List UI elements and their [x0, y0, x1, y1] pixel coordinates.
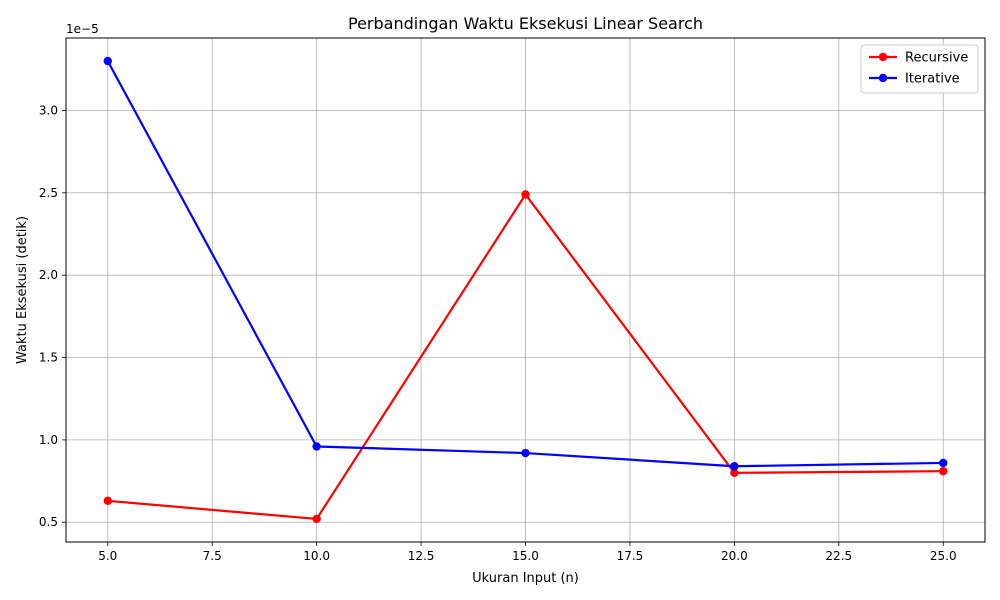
chart-title: Perbandingan Waktu Eksekusi Linear Searc…	[348, 14, 703, 33]
y-tick-label: 3.0	[39, 103, 58, 117]
data-point-iterative	[939, 458, 948, 468]
data-point-iterative	[521, 448, 530, 458]
plot-frame	[65, 37, 986, 543]
series-recursive	[103, 190, 948, 524]
y-tick-label: 1.0	[39, 433, 58, 447]
legend-item-recursive: Recursive	[869, 51, 968, 66]
x-tick-label: 17.5	[617, 549, 644, 563]
x-tick-label: 22.5	[825, 549, 852, 563]
data-point-iterative	[103, 56, 112, 66]
y-tick-label: 0.5	[39, 515, 58, 529]
data-point-recursive	[312, 514, 321, 524]
legend-label: Recursive	[905, 51, 968, 66]
y-axis-offset-label: 1e−5	[66, 22, 99, 36]
series-iterative	[103, 56, 948, 471]
ticks: 5.0 7.5 10.0 12.5 15.0 17.5 20.0 22.5 25.0 0.5 1.0…	[39, 103, 957, 563]
series-layer	[103, 56, 948, 524]
data-point-iterative	[730, 462, 739, 471]
x-tick-label: 12.5	[408, 549, 435, 563]
legend-item-iterative: Iterative	[869, 72, 960, 87]
data-point-recursive	[103, 496, 112, 506]
x-tick-label: 7.5	[203, 549, 222, 563]
data-point-recursive	[730, 468, 739, 478]
grid	[66, 38, 985, 542]
legend-label: Iterative	[905, 72, 960, 87]
x-tick-label: 25.0	[930, 549, 957, 563]
x-tick-label: 10.0	[303, 549, 330, 563]
x-tick-label: 5.0	[98, 549, 117, 563]
data-point-iterative	[312, 442, 321, 451]
y-axis-title: Waktu Eksekusi (detik)	[15, 216, 30, 364]
data-point-recursive	[939, 466, 948, 476]
x-tick-label: 15.0	[512, 549, 539, 563]
y-tick-label: 2.0	[39, 268, 58, 282]
legend: Recursive Iterative	[860, 44, 979, 94]
legend-swatch-marker	[878, 73, 888, 83]
y-tick-label: 1.5	[39, 351, 58, 365]
x-tick-label: 20.0	[721, 549, 748, 563]
legend-swatch-marker	[878, 52, 888, 62]
x-axis-title: Ukuran Input (n)	[472, 571, 579, 586]
data-point-recursive	[521, 190, 530, 199]
y-tick-label: 2.5	[39, 186, 58, 200]
